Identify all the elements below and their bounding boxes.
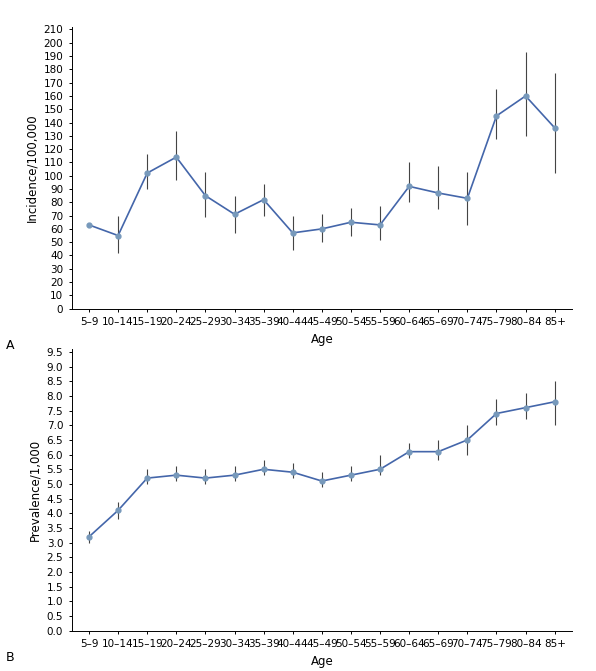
Text: B: B bbox=[6, 652, 14, 664]
Y-axis label: Prevalence/1,000: Prevalence/1,000 bbox=[28, 439, 41, 541]
X-axis label: Age: Age bbox=[311, 655, 333, 668]
Y-axis label: Incidence/100,000: Incidence/100,000 bbox=[25, 113, 38, 222]
X-axis label: Age: Age bbox=[311, 333, 333, 346]
Text: A: A bbox=[6, 339, 14, 352]
